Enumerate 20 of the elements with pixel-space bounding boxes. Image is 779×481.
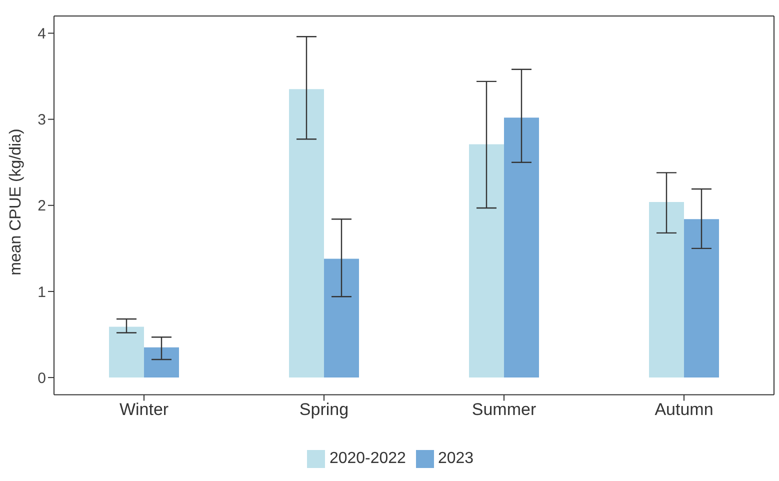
y-tick-label: 0 <box>38 370 46 387</box>
y-axis-title: mean CPUE (kg/dia) <box>8 128 25 276</box>
x-tick-label: Autumn <box>654 400 714 419</box>
legend-label: 2020-2022 <box>329 450 406 467</box>
legend-label: 2023 <box>438 450 474 467</box>
bar <box>684 219 719 378</box>
bar <box>289 89 324 378</box>
bar <box>469 144 504 378</box>
bar <box>144 347 179 378</box>
x-tick-label: Winter <box>119 400 169 419</box>
x-tick-label: Summer <box>472 400 536 419</box>
x-tick-label: Spring <box>299 400 349 419</box>
bar <box>504 118 539 378</box>
bar <box>109 326 144 378</box>
y-tick-label: 1 <box>38 284 46 301</box>
bar <box>649 202 684 378</box>
bar <box>324 258 359 378</box>
y-tick-label: 4 <box>38 26 46 43</box>
y-tick-label: 2 <box>38 198 46 215</box>
y-tick-label: 3 <box>38 112 46 129</box>
